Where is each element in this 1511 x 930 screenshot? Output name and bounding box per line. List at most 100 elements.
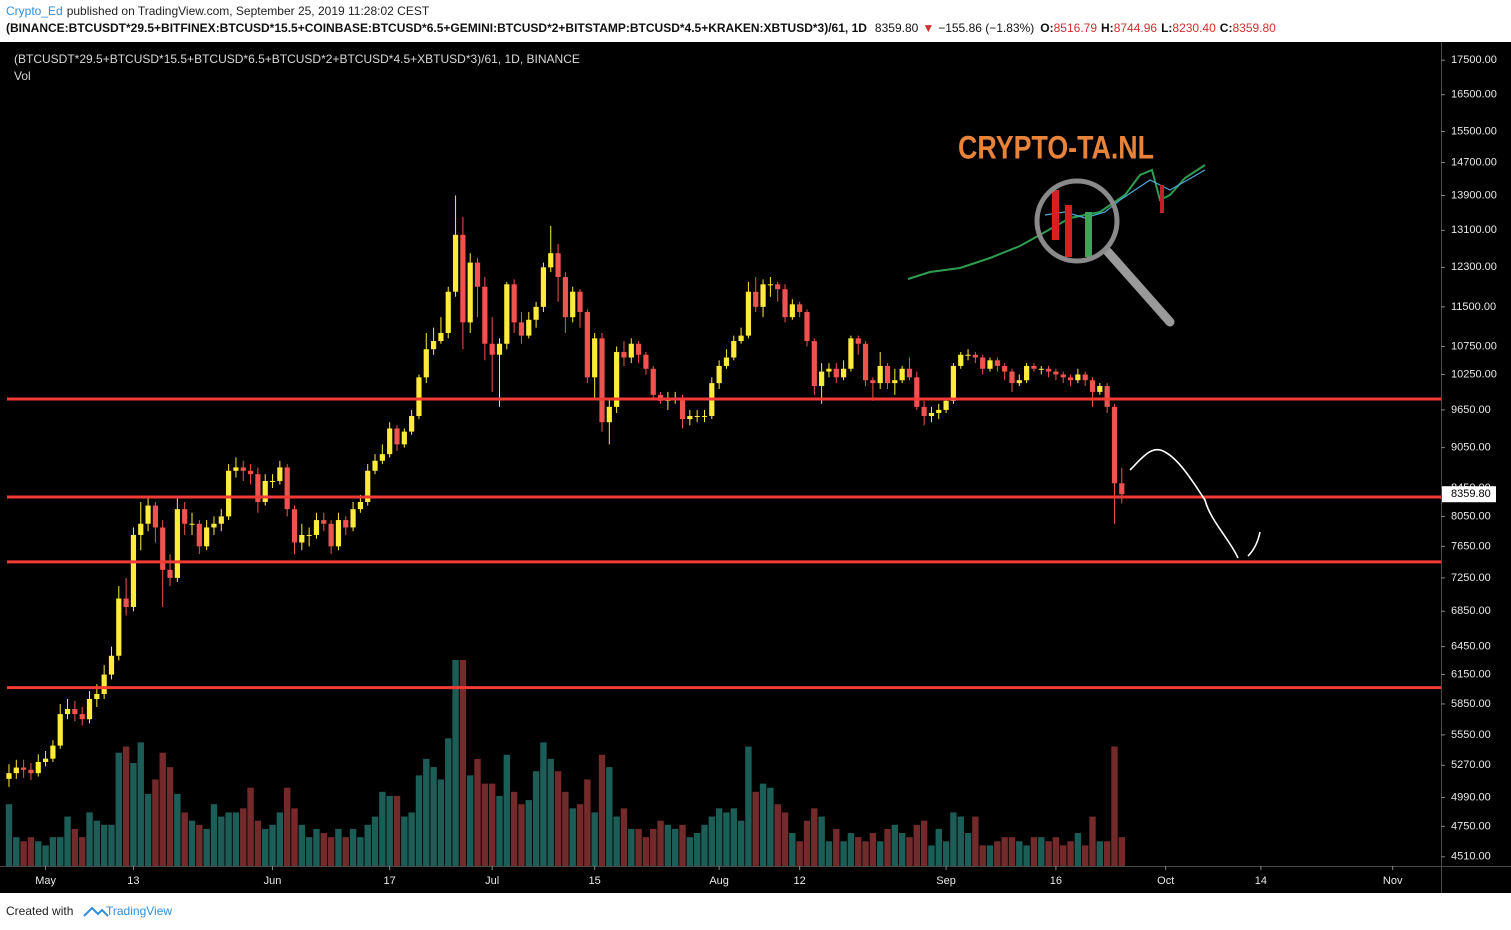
volume-bar: [767, 787, 774, 866]
open-label: O:: [1040, 21, 1053, 35]
footer-brand[interactable]: TradingView: [106, 904, 172, 918]
volume-bar: [701, 824, 708, 866]
volume-bar: [606, 767, 613, 866]
candle-body: [548, 253, 554, 268]
volume-bar: [957, 816, 964, 866]
candle-body: [423, 349, 429, 378]
candle-body: [343, 520, 349, 528]
volume-bar: [1089, 816, 1096, 866]
volume-bar: [327, 837, 335, 866]
candle-body: [899, 368, 905, 381]
volume-bar: [1081, 845, 1089, 866]
candle-body: [445, 291, 451, 333]
volume-bar: [789, 833, 796, 866]
volume-bar: [452, 660, 459, 866]
volume-bar: [342, 837, 349, 866]
candle-body: [13, 767, 19, 774]
logo: CRYPTO-TA.NL: [907, 129, 1206, 327]
author[interactable]: Crypto_Ed: [6, 4, 63, 18]
candle-body: [35, 761, 41, 774]
volume-bar: [49, 837, 57, 866]
volume-bar: [218, 816, 225, 866]
volume-bar: [291, 808, 298, 866]
y-tick-label: 16500.00: [1451, 89, 1497, 101]
candle-body: [1002, 365, 1008, 372]
candle-body: [226, 470, 232, 517]
volume-bar: [759, 783, 767, 866]
x-tick-label: May: [35, 875, 56, 887]
candle-body: [86, 698, 93, 720]
candle-body: [196, 523, 202, 547]
chart-bg: [0, 42, 1511, 893]
volume-bar: [349, 828, 357, 866]
volume-bar: [679, 824, 686, 866]
volume-bar: [269, 824, 276, 866]
series-legend: (BTCUSDT*29.5+BTCUSD*15.5+BTCUSD*6.5+BTC…: [14, 52, 580, 66]
y-tick-label: 6450.00: [1451, 641, 1491, 653]
candle-body: [64, 709, 71, 715]
volume-bar: [752, 791, 759, 866]
candle-body: [211, 523, 217, 528]
x-tick-label: Nov: [1383, 875, 1403, 887]
volume-bar: [708, 816, 716, 866]
volume-bar: [847, 833, 855, 866]
volume-bar: [862, 841, 869, 866]
volume-bar: [481, 783, 489, 866]
candle-body: [775, 284, 781, 290]
volume-bar: [906, 837, 913, 866]
candle-body: [599, 338, 605, 423]
volume-bar: [210, 804, 218, 866]
volume-bar: [13, 837, 20, 866]
volume-bar: [672, 828, 679, 866]
x-tick-label: 15: [589, 875, 601, 887]
volume-bar: [20, 841, 27, 866]
volume-bar: [364, 824, 371, 866]
footer-bg: [0, 893, 1511, 930]
candle-body: [606, 406, 612, 423]
candle-body: [182, 509, 188, 524]
last-price: 8359.80: [875, 21, 919, 35]
volume-bar: [379, 791, 386, 866]
candle-body: [965, 354, 971, 356]
y-tick-label: 9650.00: [1451, 404, 1491, 416]
candle-body: [50, 745, 56, 759]
candle-body: [789, 304, 795, 318]
candle-body: [167, 569, 173, 578]
candle-body: [460, 234, 466, 323]
candle-body: [138, 523, 144, 535]
y-tick-label: 4990.00: [1451, 791, 1491, 803]
candle-body: [299, 534, 305, 543]
volume-bar: [635, 828, 642, 866]
y-tick-label: 5550.00: [1451, 729, 1491, 741]
candle-body: [130, 534, 137, 607]
volume-bar: [811, 808, 818, 866]
candle-body: [540, 267, 547, 307]
volume-bar: [1060, 845, 1067, 866]
volume-bar: [715, 808, 723, 866]
candle-body: [277, 467, 283, 482]
mini-candle: [1065, 205, 1072, 257]
candle-body: [1009, 371, 1015, 384]
close-value: 8359.80: [1232, 21, 1276, 35]
volume-bar: [430, 767, 437, 866]
candle-body: [819, 371, 825, 387]
volume-bar: [796, 841, 803, 866]
volume-bar: [737, 820, 745, 866]
volume-bar: [130, 763, 137, 866]
volume-bar: [745, 746, 752, 866]
candle-body: [1045, 368, 1052, 372]
mini-chart: [907, 164, 1206, 280]
x-tick-label: 17: [384, 875, 396, 887]
volume-bar: [188, 820, 196, 866]
candle-body: [1053, 371, 1059, 375]
y-tick-label: 17500.00: [1451, 54, 1497, 66]
volume-bar: [1052, 837, 1060, 866]
candle-body: [335, 520, 342, 547]
volume-bar: [591, 812, 598, 866]
volume-bar: [503, 754, 511, 866]
candle-body: [738, 335, 744, 342]
x-tick-label: Sep: [936, 875, 956, 887]
volume-bar: [445, 738, 452, 866]
candle-body: [570, 291, 576, 318]
